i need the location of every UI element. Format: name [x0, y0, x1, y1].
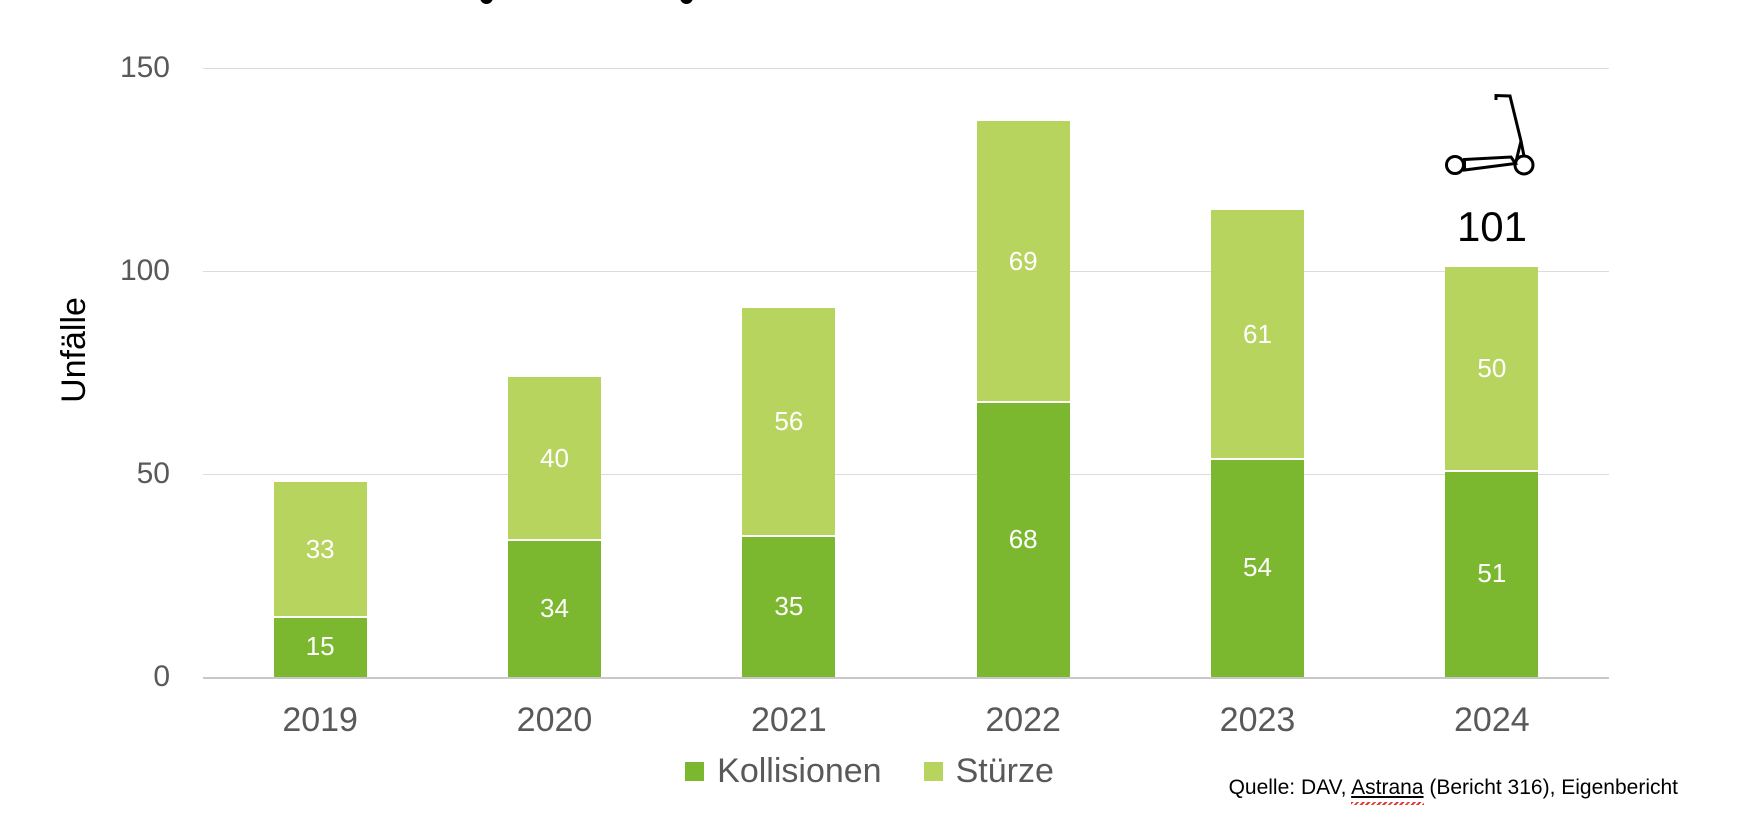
- bar-segment-kollisionen-2019: 15: [273, 616, 367, 677]
- bar-segment-kollisionen-2022: 68: [976, 401, 1070, 677]
- bar-segment-stuerze-2023: 61: [1211, 210, 1304, 458]
- legend-swatch-stuerze-icon: [923, 762, 943, 781]
- bar-value-label: 68: [1008, 523, 1038, 554]
- bar-segment-stuerze-2019: 33: [273, 482, 367, 616]
- y-tick-label-150: 150: [119, 51, 170, 84]
- scooter-deck: [1463, 155, 1519, 172]
- bar-value-label: 15: [305, 631, 335, 661]
- x-axis-label-2021: 2021: [751, 701, 827, 739]
- bar-segment-kollisionen-2024: 51: [1445, 470, 1539, 677]
- x-axis-label-2022: 2022: [985, 701, 1061, 739]
- gridline-100: [203, 271, 1609, 272]
- source-prefix: Quelle: DAV,: [1228, 776, 1352, 799]
- gridline-50: [203, 474, 1609, 475]
- legend: Kollisionen Stürze: [0, 752, 1739, 791]
- scooter-front-wheel: [1445, 155, 1465, 175]
- bar-value-label: 61: [1243, 318, 1272, 349]
- gridline-150: [203, 68, 1609, 69]
- x-axis-label-2023: 2023: [1219, 701, 1296, 739]
- source-word-astrana: Astrana: [1351, 776, 1424, 799]
- legend-item-kollisionen: Kollisionen: [685, 752, 882, 791]
- bar-value-label: 56: [774, 406, 804, 436]
- bar-value-label: 35: [774, 590, 804, 621]
- x-axis-label-2024: 2024: [1454, 701, 1530, 739]
- bar-segment-stuerze-2024: 50: [1445, 267, 1539, 470]
- y-tick-label-0: 0: [153, 660, 170, 693]
- total-annotation-2024: 101: [1456, 203, 1528, 250]
- y-tick-label-100: 100: [119, 254, 170, 287]
- cropped-title-fragment: [480, 0, 493, 4]
- bar-segment-kollisionen-2023: 54: [1211, 458, 1304, 677]
- bar-value-label: 51: [1477, 558, 1507, 588]
- bar-segment-stuerze-2022: 69: [976, 121, 1070, 401]
- bar-segment-stuerze-2021: 56: [742, 308, 836, 535]
- bar-segment-kollisionen-2021: 35: [742, 535, 836, 677]
- legend-label-stuerze: Stürze: [955, 752, 1054, 790]
- x-axis-label-2020: 2020: [516, 701, 593, 739]
- legend-swatch-kollisionen-icon: [685, 762, 705, 781]
- bar-value-label: 40: [540, 442, 569, 473]
- scooter-stem: [1494, 93, 1523, 164]
- bar-segment-kollisionen-2020: 34: [508, 539, 601, 677]
- source-note: Quelle: DAV, Astrana (Bericht 316), Eige…: [1229, 776, 1678, 800]
- bar-value-label: 33: [305, 533, 335, 564]
- x-axis-label-2019: 2019: [282, 701, 358, 739]
- scooter-joint: [1519, 140, 1526, 157]
- legend-item-stuerze: Stürze: [923, 752, 1054, 791]
- bar-value-label: 34: [540, 592, 569, 623]
- bar-segment-stuerze-2020: 40: [508, 377, 601, 539]
- cropped-title-fragment: [680, 0, 693, 4]
- source-suffix: (Bericht 316), Eigenbericht: [1423, 776, 1678, 799]
- gridline-0: [203, 677, 1609, 679]
- kick-scooter-icon: [1441, 85, 1539, 186]
- legend-label-kollisionen: Kollisionen: [717, 752, 882, 790]
- bar-value-label: 50: [1477, 353, 1507, 383]
- bar-value-label: 54: [1243, 552, 1272, 582]
- y-tick-label-50: 50: [136, 457, 170, 490]
- bar-value-label: 69: [1008, 245, 1038, 276]
